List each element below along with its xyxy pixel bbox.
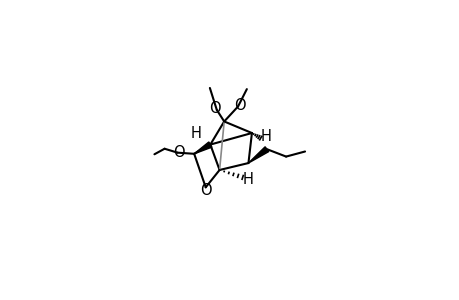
Text: H: H [242, 172, 252, 187]
Polygon shape [248, 147, 268, 163]
Text: H: H [190, 125, 202, 140]
Text: H: H [260, 129, 271, 144]
Text: O: O [234, 98, 245, 113]
Text: O: O [173, 145, 184, 160]
Text: O: O [208, 101, 220, 116]
Polygon shape [194, 142, 211, 154]
Text: O: O [200, 183, 211, 198]
